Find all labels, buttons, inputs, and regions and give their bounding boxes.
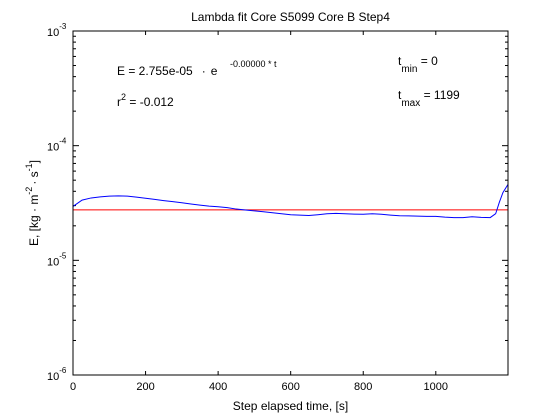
y-tick-label: 10-6 — [47, 366, 67, 383]
equation-exponent: -0.00000 * t — [230, 59, 277, 69]
tmin-subscript: min — [401, 64, 417, 75]
t-max-label: tmax = 1199 — [398, 88, 460, 109]
series-layer — [72, 184, 509, 219]
y-axis-label: E, [kg · m-2 · s-1] — [24, 160, 41, 246]
y-tick-label: 10-3 — [47, 22, 67, 39]
ylabel-prefix: E, [kg — [27, 212, 41, 246]
fit-equation: E = 2.755e-05 · e — [117, 64, 218, 78]
ylabel-s-exponent: -1 — [24, 163, 34, 171]
y-tick-label: 10-5 — [47, 251, 67, 268]
x-tick-label: 400 — [209, 381, 227, 393]
plot-frame — [72, 30, 509, 376]
chart-title: Lambda fit Core S5099 Core B Step4 — [191, 10, 390, 24]
y-tick-label-exponent: -4 — [59, 137, 67, 146]
y-tick-label: 10-4 — [47, 137, 67, 154]
r-squared: r2 = -0.012 — [117, 92, 174, 109]
r2-value: = -0.012 — [126, 95, 174, 109]
x-tick-label: 0 — [70, 381, 76, 393]
x-tick-label: 600 — [282, 381, 300, 393]
x-axis-label: Step elapsed time, [s] — [233, 399, 348, 413]
ylabel-dot-1: · — [27, 208, 41, 212]
ylabel-m-exponent: -2 — [24, 187, 34, 195]
plot-area — [73, 31, 508, 375]
y-tick-label-base: 10 — [47, 371, 59, 383]
x-tick-label: 200 — [136, 381, 154, 393]
ylabel-m: m — [27, 195, 41, 208]
y-axis-ticks: 10-610-510-410-3 — [47, 22, 508, 383]
r2-superscript: 2 — [121, 92, 126, 102]
x-tick-label: 800 — [354, 381, 372, 393]
x-axis-ticks: 0 200 400 600 800 1000 — [70, 31, 448, 393]
ylabel-s: s — [27, 171, 41, 180]
y-tick-label-exponent: -3 — [59, 22, 67, 31]
tmin-base: t — [398, 54, 402, 68]
t-min-label: tmin = 0 — [398, 54, 438, 75]
tmin-value: = 0 — [417, 54, 438, 68]
y-tick-label-exponent: -6 — [59, 366, 67, 375]
x-tick-label: 1000 — [424, 381, 448, 393]
ylabel-suffix: ] — [27, 160, 41, 163]
tmax-base: t — [398, 88, 402, 102]
tmax-value: = 1199 — [420, 88, 460, 102]
y-tick-label-base: 10 — [47, 256, 59, 268]
y-tick-label-base: 10 — [47, 27, 59, 39]
ylabel-dot-2: · — [27, 181, 41, 185]
y-tick-label-base: 10 — [47, 142, 59, 154]
r2-base: r — [117, 95, 121, 109]
tmax-subscript: max — [401, 98, 420, 109]
y-tick-label-exponent: -5 — [59, 251, 67, 260]
equation-e: e — [211, 64, 218, 78]
equation-dot: · — [202, 64, 206, 78]
equation-lhs: E = 2.755e-05 — [117, 64, 193, 78]
series-measured-line — [72, 184, 509, 219]
